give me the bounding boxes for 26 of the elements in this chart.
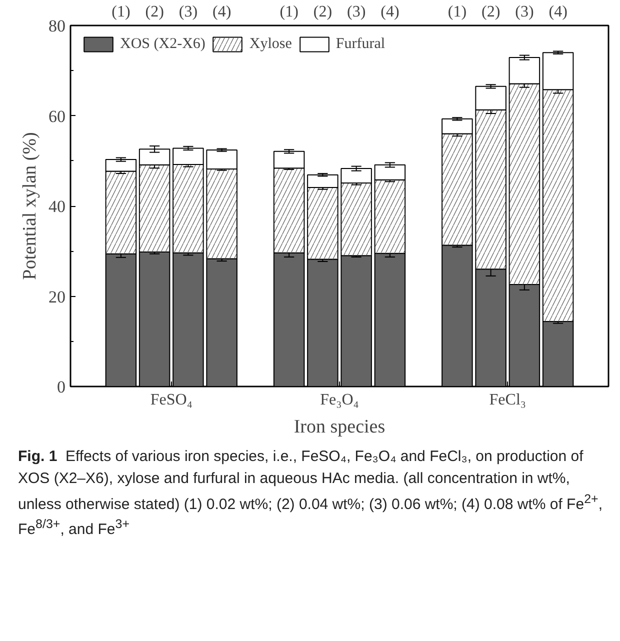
x-tick-label: (1) bbox=[280, 4, 298, 20]
text: Fe₃O₄ bbox=[320, 392, 360, 408]
x-tick-label: (4) bbox=[548, 4, 568, 20]
legend-label: Furfural bbox=[336, 36, 386, 52]
x-tick-label: (3) bbox=[178, 4, 198, 20]
x-tick-label: (1) bbox=[448, 4, 467, 20]
y-tick-label: 0 bbox=[57, 378, 66, 396]
x-tick-label: (4) bbox=[380, 4, 400, 20]
text: FeSO₄ bbox=[150, 392, 193, 408]
x-tick-label: (3) bbox=[346, 4, 366, 20]
text: Fig. 1 Effects of various iron species, i.e., FeSO₄, Fe₃O₄ and FeCl₃, on production of XOS (X2–X6), xylose and furfural in aqueous HAc media. (all concentration in wt%, unless otherwise stated) (1) 0.02 wt%; (2) 0.04 wt%; (3) 0.06 wt%; (4) 0.08 wt% of Fe$^{2+}$, Fe$^{8/3+}$, and Fe$^{3+}$ bbox=[18, 448, 603, 538]
x-tick-label: (2) bbox=[313, 4, 332, 20]
y-tick-label: 80 bbox=[48, 16, 66, 36]
text: FeCl₃ bbox=[489, 392, 526, 408]
legend-label: Xylose bbox=[249, 36, 292, 52]
legend-label: XOS (X2-X6) bbox=[120, 36, 206, 52]
y-axis-title: Potential xylan (%) bbox=[20, 132, 40, 280]
x-tick-label: (1) bbox=[112, 4, 130, 20]
y-tick-label: 20 bbox=[48, 287, 66, 306]
x-tick-label: (2) bbox=[481, 4, 500, 20]
x-tick-label: (4) bbox=[212, 4, 232, 20]
y-tick-label: 60 bbox=[48, 106, 66, 126]
x-axis-title: Iron species bbox=[294, 416, 386, 438]
x-tick-label: (3) bbox=[515, 4, 534, 20]
y-tick-label: 40 bbox=[48, 197, 66, 216]
x-tick-label: (2) bbox=[145, 4, 164, 20]
